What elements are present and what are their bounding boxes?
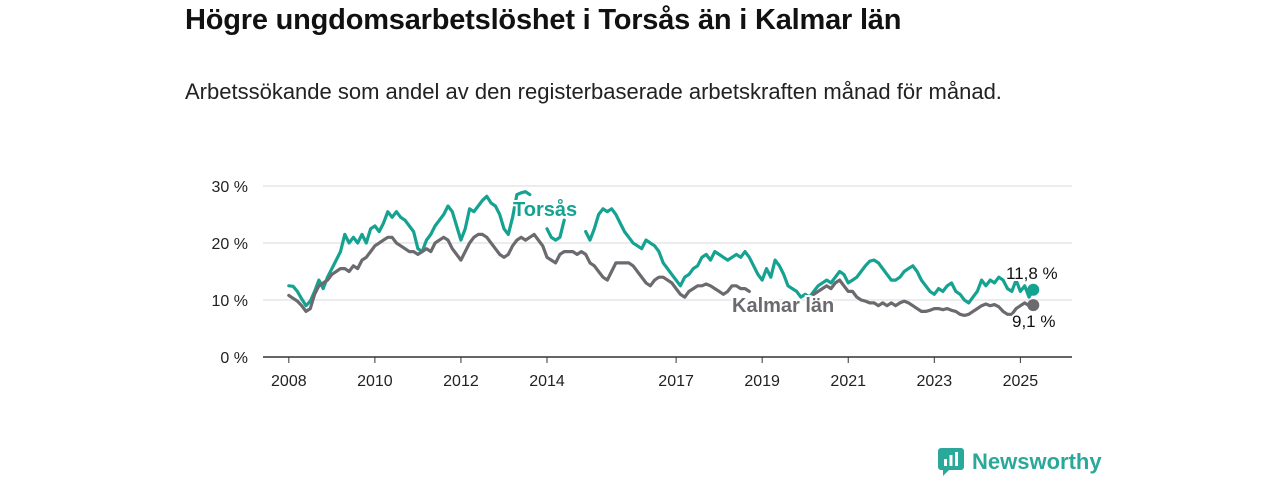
series-line-torsas [287,190,532,308]
series-line-torsas [584,207,1035,305]
x-tick-label: 2025 [1003,373,1039,390]
series-label-kalmar: Kalmar län [732,295,834,317]
y-axis-ticks: 0 % 10 % 20 % 30 % [212,179,248,367]
grid-lines [263,185,1072,358]
x-tick-label: 2012 [443,373,479,390]
end-label-torsas: 11,8 % [1006,264,1058,283]
y-tick-label: 0 % [220,350,248,367]
x-tick-label: 2008 [271,373,307,390]
x-tick-label: 2010 [357,373,393,390]
x-tick-label: 2017 [658,373,694,390]
chart-title: Högre ungdomsarbetslöshet i Torsås än i … [185,4,902,36]
x-tick-label: 2023 [917,373,953,390]
line-chart: 0 % 10 % 20 % 30 % 2008 2010 2012 2014 2017 2019… [212,179,1072,390]
end-label-kalmar: 9,1 % [1012,312,1055,331]
y-tick-label: 30 % [212,179,248,196]
end-point-torsas [1027,283,1040,296]
series-line-torsas [545,218,566,242]
x-axis-ticks: 2008 2010 2012 2014 2017 2019 2021 2023 2025 [271,357,1038,390]
y-tick-label: 10 % [212,293,248,310]
end-point-kalmar [1027,299,1040,312]
y-tick-label: 20 % [212,236,248,253]
chart-subtitle: Arbetssökande som andel av den registerb… [185,79,1002,104]
newsworthy-logo-icon [938,448,964,476]
series-line-kalmar [287,232,751,313]
series-lines [287,190,1035,317]
x-tick-label: 2021 [830,373,866,390]
series-line-kalmar [812,278,1035,317]
brand-name: Newsworthy [972,449,1102,474]
brand-logo: Newsworthy [938,448,1102,476]
series-label-torsas: Torsås [513,198,577,221]
x-tick-label: 2019 [744,373,780,390]
x-tick-label: 2014 [529,373,565,390]
